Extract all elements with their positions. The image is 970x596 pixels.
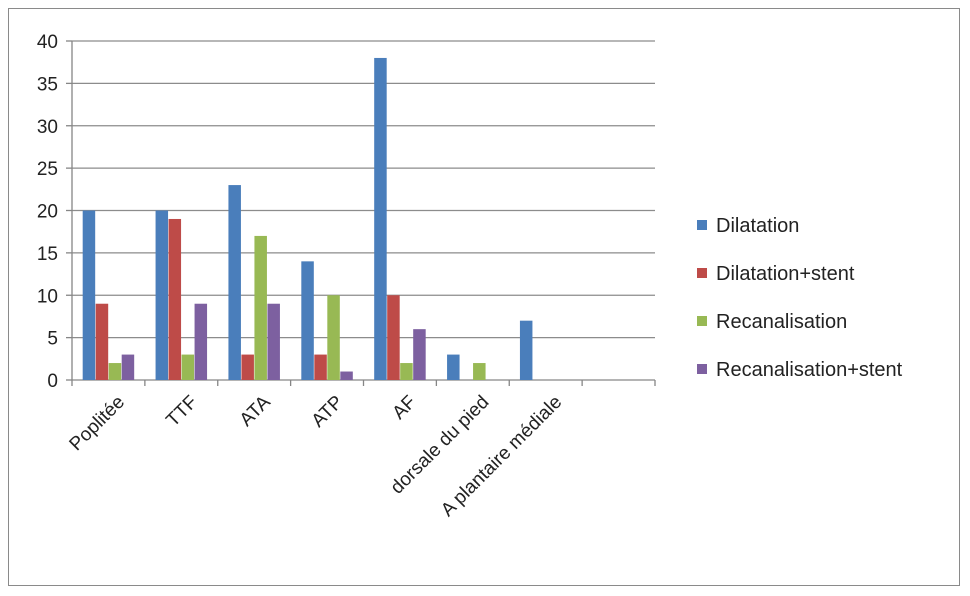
y-tick-label: 25 xyxy=(37,159,58,180)
y-tick-label: 35 xyxy=(37,74,58,95)
legend-label: Recanalisation xyxy=(716,311,847,333)
bar-dilatation xyxy=(519,320,533,380)
bar-recanalisation xyxy=(254,235,267,380)
x-tick-label: Poplitée xyxy=(66,392,129,455)
x-tick-label: A plantaire médiale xyxy=(437,392,566,521)
bar-recanalisation xyxy=(108,363,122,380)
bar-dilatation xyxy=(155,210,169,380)
legend-label: Recanalisation+stent xyxy=(716,359,903,381)
bar-recanalisation-stent xyxy=(340,371,353,380)
legend-swatch xyxy=(697,316,707,326)
bar-dilatation-stent xyxy=(387,295,400,380)
bar-recanalisation-stent xyxy=(194,303,208,380)
bar-dilatation-stent xyxy=(241,354,254,380)
bar-dilatation xyxy=(82,210,96,380)
bar-recanalisation xyxy=(400,363,413,380)
legend-label: Dilatation+stent xyxy=(716,263,855,285)
bar-dilatation-stent xyxy=(168,218,182,380)
legend-swatch xyxy=(697,220,707,230)
legend-label: Dilatation xyxy=(716,215,799,237)
legend: Dilatation Dilatation+stent Recanalisation… xyxy=(697,215,903,381)
bar-dilatation xyxy=(447,354,460,380)
bar-recanalisation-stent xyxy=(413,329,426,380)
x-tick-label: ATP xyxy=(308,392,348,432)
x-tick-label: TTF xyxy=(162,392,201,431)
bar-recanalisation xyxy=(181,354,195,380)
y-tick-label: 5 xyxy=(47,329,58,350)
y-tick-label: 20 xyxy=(37,202,58,223)
y-tick-label: 30 xyxy=(37,117,58,138)
x-tick-label: ATA xyxy=(236,392,275,431)
bar-recanalisation xyxy=(327,295,340,380)
bar-dilatation xyxy=(301,261,314,380)
bar-dilatation xyxy=(374,57,387,380)
bar-dilatation-stent xyxy=(95,303,109,380)
bar-recanalisation-stent xyxy=(267,303,280,380)
y-tick-label: 40 xyxy=(37,32,58,53)
y-axis: 0 5 10 15 20 25 30 35 40 xyxy=(37,32,73,392)
bar-dilatation xyxy=(228,185,241,380)
legend-swatch xyxy=(697,364,707,374)
x-tick-label: AF xyxy=(389,392,421,424)
legend-swatch xyxy=(697,268,707,278)
bar-dilatation-stent xyxy=(314,354,327,380)
y-tick-label: 10 xyxy=(37,286,58,307)
bar-recanalisation-stent xyxy=(121,354,135,380)
y-tick-label: 0 xyxy=(47,371,58,392)
y-tick-label: 15 xyxy=(37,244,58,265)
bar-recanalisation xyxy=(473,363,486,380)
bars xyxy=(82,57,533,380)
